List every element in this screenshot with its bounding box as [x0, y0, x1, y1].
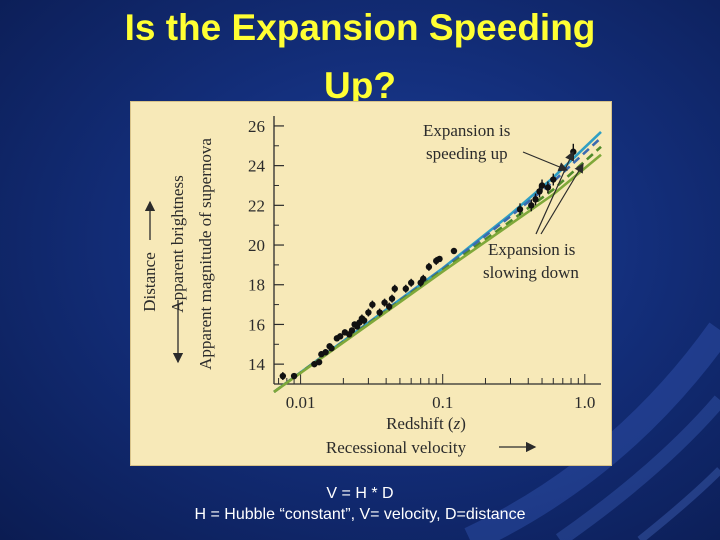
data-point: [348, 327, 356, 334]
y-tick-label: 22: [248, 196, 265, 215]
hubble-diagram-chart: Apparent magnitude of supernova Apparent…: [140, 116, 602, 457]
data-point: [365, 309, 372, 316]
data-point: [376, 309, 383, 316]
data-point: [516, 206, 524, 213]
data-point: [315, 358, 323, 366]
annotation-slowing-line-2: slowing down: [483, 263, 579, 282]
annotation-speeding: Expansion is speeding up: [423, 121, 569, 172]
data-point: [328, 345, 335, 352]
x-tick-label: 0.1: [432, 393, 453, 412]
data-point: [388, 295, 396, 302]
data-point: [402, 285, 410, 292]
data-point: [536, 188, 543, 195]
data-point: [279, 372, 287, 380]
data-point: [528, 202, 535, 209]
data-point: [550, 176, 557, 183]
chart-axes: 14 16 18 20 22 24 26 0.01 0.1 1.0: [248, 116, 601, 412]
model-curve-4: [273, 153, 602, 393]
annotation-speeding-pointer: [522, 151, 569, 172]
slide-title-line-1: Is the Expansion Speeding: [124, 7, 596, 48]
data-point: [381, 299, 388, 306]
model-curves: [273, 130, 602, 393]
x-axis-label-2: Recessional velocity: [326, 438, 467, 457]
data-point: [290, 372, 298, 380]
annotation-slowing: Expansion is slowing down: [483, 150, 584, 282]
data-point: [360, 317, 368, 324]
y-axis-label-outer: Distance: [140, 252, 159, 311]
data-point: [420, 275, 427, 282]
model-curve-3: [273, 145, 602, 393]
model-curve-2: [273, 136, 602, 393]
data-point: [538, 182, 546, 189]
data-point: [391, 285, 398, 292]
data-point: [425, 263, 433, 271]
data-point: [369, 301, 376, 308]
data-point: [532, 196, 539, 203]
x-tick-label: 0.01: [286, 393, 316, 412]
y-tick-label: 16: [248, 315, 265, 334]
y-tick-label: 14: [248, 355, 266, 374]
equation-caption: V = H * D: [326, 485, 394, 502]
y-axis-labels: Apparent magnitude of supernova Apparent…: [140, 138, 215, 370]
annotation-speeding-line-1: Expansion is: [423, 121, 510, 140]
x-axis-labels: Redshift (z) Recessional velocity: [326, 414, 537, 457]
data-point: [322, 349, 329, 356]
annotation-slowing-pointer-1: [535, 150, 574, 235]
data-point: [570, 148, 577, 155]
data-point: [436, 255, 443, 263]
data-point: [385, 303, 393, 310]
x-tick-label: 1.0: [574, 393, 595, 412]
annotation-slowing-line-1: Expansion is: [488, 240, 575, 259]
data-point: [407, 279, 415, 286]
data-point: [544, 184, 552, 191]
y-tick-label: 18: [248, 276, 265, 295]
model-curve-1: [273, 130, 602, 393]
hubble-diagram-figure: Apparent magnitude of supernova Apparent…: [130, 101, 612, 466]
annotation-speeding-line-2: speeding up: [426, 144, 508, 163]
slide-title-line-2: Up?: [324, 65, 396, 106]
annotation-slowing-pointer-2: [540, 162, 584, 235]
y-tick-label: 26: [248, 117, 265, 136]
supernova-points: [279, 143, 577, 381]
y-tick-label: 24: [248, 157, 266, 176]
data-point: [450, 247, 458, 255]
y-axis-label-mid: Apparent brightness: [168, 175, 187, 312]
x-axis-label: Redshift (z): [386, 414, 466, 433]
y-axis-label-inner: Apparent magnitude of supernova: [196, 138, 215, 370]
y-tick-label: 20: [248, 236, 265, 255]
data-point: [337, 333, 344, 340]
definition-caption: H = Hubble “constant”, V= velocity, D=di…: [194, 506, 526, 523]
